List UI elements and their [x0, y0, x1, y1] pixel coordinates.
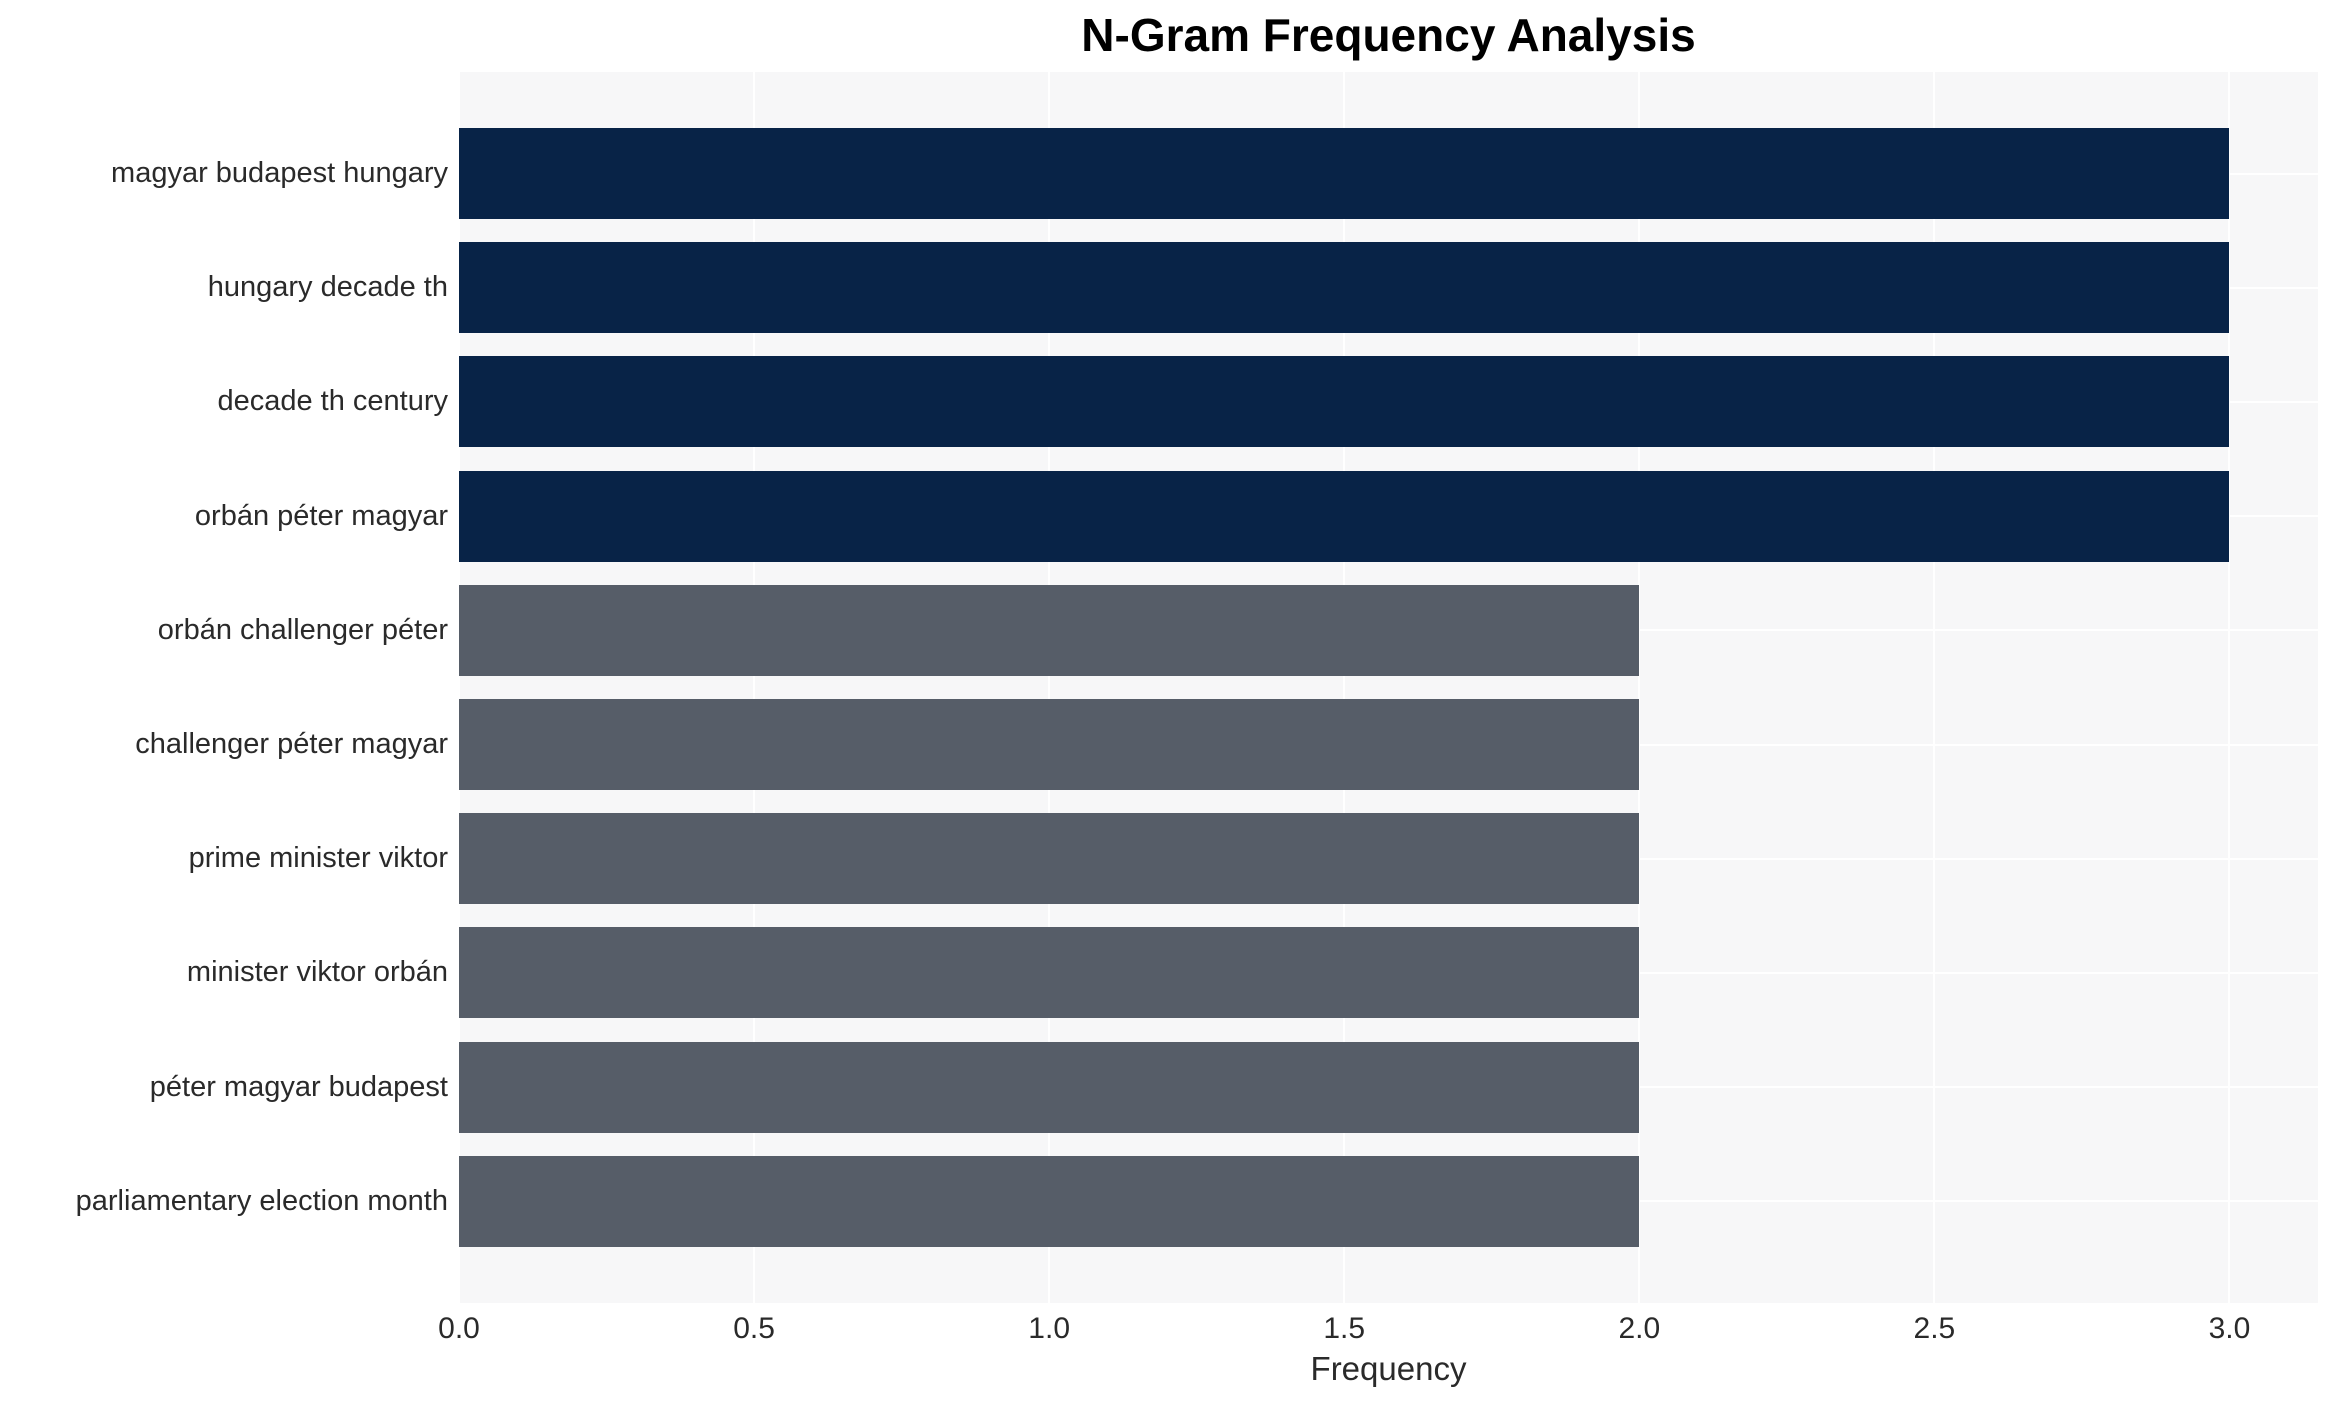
y-tick-label: orbán péter magyar — [194, 499, 448, 532]
bar-hungary-decade-th — [459, 242, 2230, 334]
gridline-vertical — [458, 72, 460, 1303]
y-tick-label: parliamentary election month — [75, 1184, 448, 1217]
bar-orbán-challenger-péter — [459, 584, 1640, 676]
bar-orbán-péter-magyar — [459, 470, 2230, 562]
gridline-vertical — [1048, 72, 1051, 1303]
y-tick-label: orbán challenger péter — [157, 613, 448, 646]
y-tick-label: decade th century — [217, 385, 448, 418]
bar-minister-viktor-orbán — [459, 927, 1640, 1019]
gridline-vertical — [1933, 72, 1936, 1303]
bar-decade-th-century — [459, 356, 2230, 448]
gridline-vertical — [753, 72, 756, 1303]
y-tick-label: prime minister viktor — [188, 842, 448, 875]
x-tick-label: 0.0 — [438, 1312, 480, 1345]
x-tick-label: 2.0 — [1618, 1312, 1661, 1345]
plot-area — [458, 72, 2318, 1303]
x-tick-label: 0.5 — [733, 1312, 775, 1345]
bar-magyar-budapest-hungary — [459, 128, 2230, 219]
gridline-vertical — [1638, 72, 1641, 1303]
gridline-vertical — [2228, 72, 2231, 1303]
x-tick-label: 1.0 — [1028, 1312, 1071, 1345]
bar-prime-minister-viktor — [459, 813, 1640, 905]
bar-challenger-péter-magyar — [459, 699, 1640, 790]
x-axis-title: Frequency — [1310, 1350, 1467, 1387]
y-tick-label: minister viktor orbán — [186, 956, 448, 989]
gridline-vertical — [1343, 72, 1346, 1303]
y-tick-label: challenger péter magyar — [135, 728, 448, 760]
y-tick-label: hungary decade th — [207, 271, 448, 304]
x-tick-label: 1.5 — [1323, 1312, 1366, 1345]
x-tick-label: 3.0 — [2208, 1312, 2251, 1345]
y-tick-label: magyar budapest hungary — [111, 157, 448, 189]
bar-péter-magyar-budapest — [459, 1041, 1640, 1133]
x-tick-label: 2.5 — [1913, 1312, 1956, 1345]
chart-title: N-Gram Frequency Analysis — [1081, 9, 1696, 61]
bar-parliamentary-election-month — [459, 1155, 1640, 1247]
y-tick-label: péter magyar budapest — [149, 1070, 448, 1103]
